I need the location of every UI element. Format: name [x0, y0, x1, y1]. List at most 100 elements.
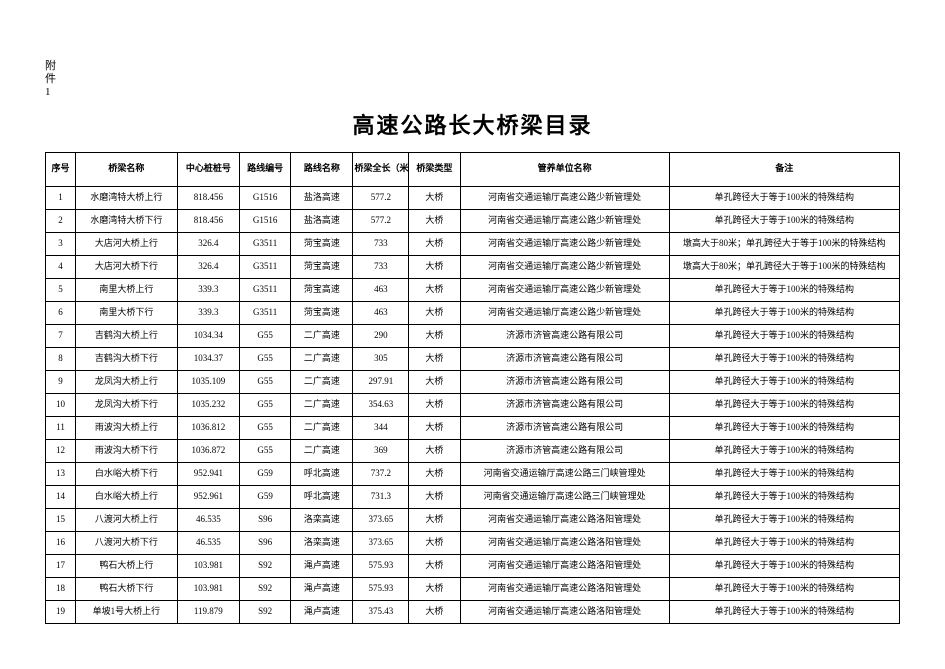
column-header-unit: 管养单位名称	[460, 152, 669, 186]
cell-note: 墩高大于80米；单孔跨径大于等于100米的特殊结构	[669, 255, 899, 278]
table-row: 13白水峪大桥下行952.941G59呼北高速737.2大桥河南省交通运输厅高速…	[46, 462, 900, 485]
cell-length: 297.91	[353, 370, 409, 393]
cell-route_no: G3511	[239, 232, 290, 255]
cell-route_name: 洛栾高速	[291, 508, 353, 531]
cell-stake: 1036.872	[177, 439, 239, 462]
page-title: 高速公路长大桥梁目录	[45, 108, 900, 140]
cell-stake: 326.4	[177, 255, 239, 278]
cell-seq: 1	[46, 186, 76, 209]
cell-unit: 济源市济管高速公路有限公司	[460, 439, 669, 462]
cell-name: 单坡1号大桥上行	[76, 600, 178, 623]
table-row: 11雨波沟大桥上行1036.812G55二广高速344大桥济源市济管高速公路有限…	[46, 416, 900, 439]
cell-note: 单孔跨径大于等于100米的特殊结构	[669, 278, 899, 301]
cell-type: 大桥	[409, 278, 460, 301]
cell-route_no: S92	[239, 554, 290, 577]
cell-type: 大桥	[409, 232, 460, 255]
cell-note: 单孔跨径大于等于100米的特殊结构	[669, 508, 899, 531]
cell-seq: 9	[46, 370, 76, 393]
cell-note: 单孔跨径大于等于100米的特殊结构	[669, 531, 899, 554]
cell-name: 鸭石大桥上行	[76, 554, 178, 577]
column-header-stake: 中心桩桩号	[177, 152, 239, 186]
cell-name: 八渡河大桥下行	[76, 531, 178, 554]
cell-type: 大桥	[409, 439, 460, 462]
table-row: 9龙凤沟大桥上行1035.109G55二广高速297.91大桥济源市济管高速公路…	[46, 370, 900, 393]
cell-type: 大桥	[409, 416, 460, 439]
cell-length: 373.65	[353, 531, 409, 554]
cell-route_name: 二广高速	[291, 324, 353, 347]
cell-type: 大桥	[409, 485, 460, 508]
cell-name: 雨波沟大桥下行	[76, 439, 178, 462]
cell-stake: 818.456	[177, 186, 239, 209]
cell-type: 大桥	[409, 600, 460, 623]
cell-name: 南里大桥下行	[76, 301, 178, 324]
cell-unit: 河南省交通运输厅高速公路少新管理处	[460, 209, 669, 232]
table-row: 14白水峪大桥上行952.961G59呼北高速731.3大桥河南省交通运输厅高速…	[46, 485, 900, 508]
cell-note: 单孔跨径大于等于100米的特殊结构	[669, 209, 899, 232]
cell-name: 吉鹤沟大桥上行	[76, 324, 178, 347]
table-row: 1水磨湾特大桥上行818.456G1516盐洛高速577.2大桥河南省交通运输厅…	[46, 186, 900, 209]
cell-stake: 1036.812	[177, 416, 239, 439]
cell-name: 白水峪大桥下行	[76, 462, 178, 485]
cell-stake: 1035.109	[177, 370, 239, 393]
cell-length: 737.2	[353, 462, 409, 485]
cell-unit: 河南省交通运输厅高速公路三门峡管理处	[460, 462, 669, 485]
cell-length: 575.93	[353, 577, 409, 600]
cell-length: 733	[353, 255, 409, 278]
cell-route_name: 菏宝高速	[291, 232, 353, 255]
cell-length: 575.93	[353, 554, 409, 577]
cell-name: 大店河大桥下行	[76, 255, 178, 278]
table-row: 16八渡河大桥下行46.535S96洛栾高速373.65大桥河南省交通运输厅高速…	[46, 531, 900, 554]
attachment-label: 附件1	[45, 60, 59, 100]
cell-route_no: G55	[239, 439, 290, 462]
cell-seq: 10	[46, 393, 76, 416]
cell-route_name: 盐洛高速	[291, 209, 353, 232]
cell-note: 单孔跨径大于等于100米的特殊结构	[669, 347, 899, 370]
cell-seq: 19	[46, 600, 76, 623]
cell-note: 单孔跨径大于等于100米的特殊结构	[669, 600, 899, 623]
cell-length: 731.3	[353, 485, 409, 508]
cell-unit: 河南省交通运输厅高速公路三门峡管理处	[460, 485, 669, 508]
table-row: 17鸭石大桥上行103.981S92渑卢高速575.93大桥河南省交通运输厅高速…	[46, 554, 900, 577]
cell-seq: 16	[46, 531, 76, 554]
cell-route_no: G55	[239, 393, 290, 416]
bridge-table: 序号桥梁名称中心桩桩号路线编号路线名称桥梁全长（米）桥梁类型管养单位名称备注 1…	[45, 152, 900, 624]
cell-unit: 河南省交通运输厅高速公路洛阳管理处	[460, 577, 669, 600]
column-header-seq: 序号	[46, 152, 76, 186]
cell-length: 305	[353, 347, 409, 370]
cell-unit: 河南省交通运输厅高速公路少新管理处	[460, 186, 669, 209]
cell-stake: 46.535	[177, 531, 239, 554]
cell-length: 344	[353, 416, 409, 439]
cell-route_no: G55	[239, 347, 290, 370]
cell-route_no: S92	[239, 600, 290, 623]
cell-note: 单孔跨径大于等于100米的特殊结构	[669, 416, 899, 439]
cell-type: 大桥	[409, 301, 460, 324]
cell-unit: 河南省交通运输厅高速公路少新管理处	[460, 255, 669, 278]
column-header-name: 桥梁名称	[76, 152, 178, 186]
cell-stake: 339.3	[177, 301, 239, 324]
cell-route_name: 洛栾高速	[291, 531, 353, 554]
cell-note: 单孔跨径大于等于100米的特殊结构	[669, 393, 899, 416]
cell-route_name: 二广高速	[291, 370, 353, 393]
cell-note: 单孔跨径大于等于100米的特殊结构	[669, 301, 899, 324]
cell-seq: 2	[46, 209, 76, 232]
cell-name: 大店河大桥上行	[76, 232, 178, 255]
column-header-type: 桥梁类型	[409, 152, 460, 186]
cell-seq: 7	[46, 324, 76, 347]
cell-unit: 河南省交通运输厅高速公路洛阳管理处	[460, 600, 669, 623]
cell-length: 577.2	[353, 209, 409, 232]
cell-unit: 济源市济管高速公路有限公司	[460, 370, 669, 393]
cell-seq: 12	[46, 439, 76, 462]
cell-route_name: 二广高速	[291, 439, 353, 462]
table-row: 7吉鹤沟大桥上行1034.34G55二广高速290大桥济源市济管高速公路有限公司…	[46, 324, 900, 347]
cell-unit: 河南省交通运输厅高速公路少新管理处	[460, 301, 669, 324]
cell-route_no: G3511	[239, 301, 290, 324]
cell-unit: 河南省交通运输厅高速公路少新管理处	[460, 232, 669, 255]
column-header-note: 备注	[669, 152, 899, 186]
table-row: 12雨波沟大桥下行1036.872G55二广高速369大桥济源市济管高速公路有限…	[46, 439, 900, 462]
cell-stake: 1034.37	[177, 347, 239, 370]
cell-seq: 18	[46, 577, 76, 600]
cell-route_no: G55	[239, 416, 290, 439]
cell-length: 290	[353, 324, 409, 347]
cell-name: 水磨湾特大桥上行	[76, 186, 178, 209]
cell-note: 单孔跨径大于等于100米的特殊结构	[669, 370, 899, 393]
